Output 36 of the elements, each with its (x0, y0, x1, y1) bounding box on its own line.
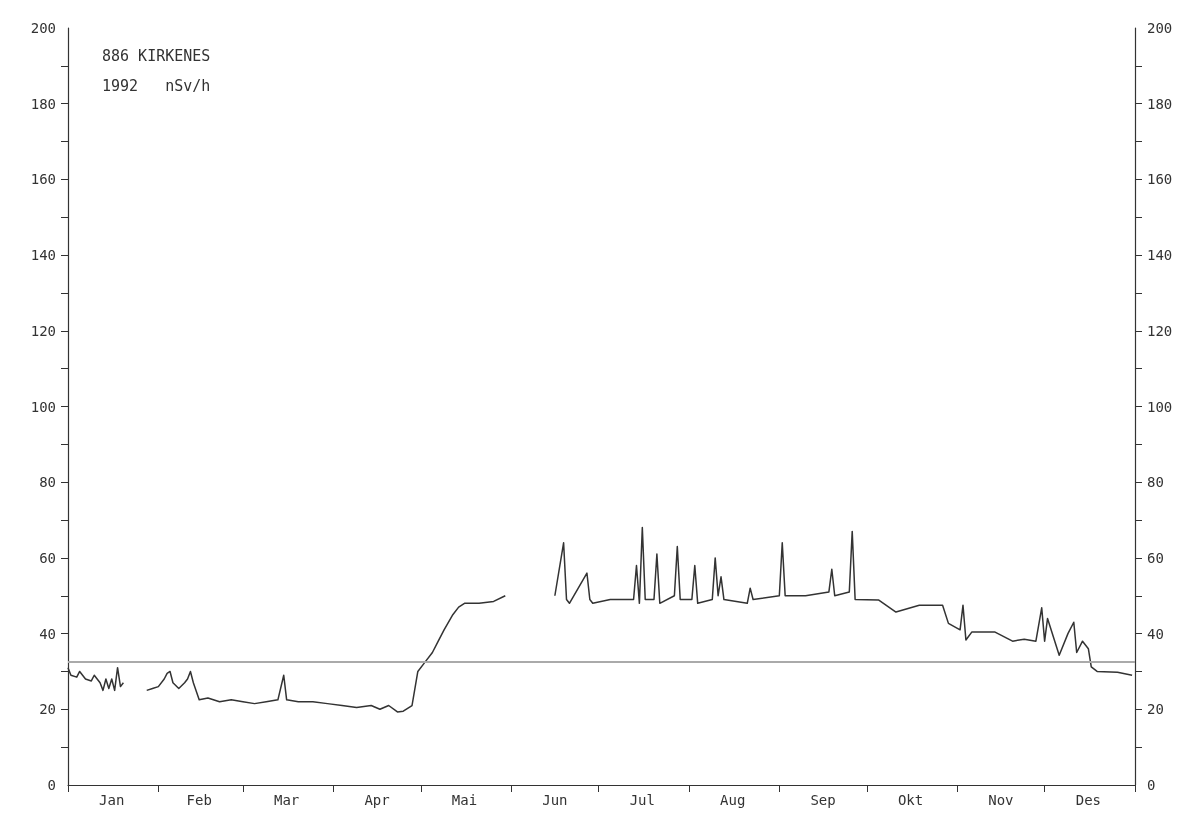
y-tick-label: 120 (30, 322, 56, 339)
x-tick-label: Okt (897, 792, 924, 808)
x-tick-label: Feb (186, 792, 212, 808)
x-tick-label: Sep (810, 792, 836, 808)
y2-tick-label: 40 (1147, 625, 1164, 642)
x-tick-label: Jul (629, 792, 655, 808)
y-tick-label: 140 (30, 247, 56, 264)
x-tick-label: Des (1075, 792, 1101, 808)
y2-tick-label: 160 (1147, 171, 1173, 188)
y-tick-label: 100 (30, 398, 56, 415)
y2-tick-label: 120 (1147, 322, 1173, 339)
x-tick-label: Nov (988, 792, 1014, 808)
y2-tick-label: 100 (1147, 398, 1173, 415)
y-tick-label: 200 (30, 20, 56, 36)
y-tick-label: 20 (39, 701, 56, 718)
y2-tick-label: 0 (1147, 777, 1156, 793)
y2-tick-label: 200 (1147, 20, 1173, 36)
y2-tick-label: 80 (1147, 474, 1164, 491)
y2-tick-label: 20 (1147, 701, 1164, 718)
y2-tick-label: 180 (1147, 95, 1173, 112)
y-tick-label: 180 (30, 95, 56, 112)
x-tick-label: Aug (720, 792, 746, 808)
y-tick-label: 0 (47, 777, 56, 793)
x-tick-label: Jun (542, 792, 568, 808)
x-tick-label: Apr (364, 792, 390, 808)
y-tick-label: 60 (39, 549, 56, 566)
x-tick-label: Mar (274, 792, 300, 808)
y-tick-label: 160 (30, 171, 56, 188)
annotation: 886 KIRKENES (102, 46, 211, 65)
y-tick-label: 40 (39, 625, 56, 642)
x-tick-label: Mai (451, 792, 478, 808)
y2-tick-label: 60 (1147, 549, 1164, 566)
y-tick-label: 80 (39, 474, 56, 491)
x-tick-label: Jan (99, 792, 125, 808)
annotation: 1992 nSv/h (102, 76, 211, 95)
y2-tick-label: 140 (1147, 247, 1173, 264)
